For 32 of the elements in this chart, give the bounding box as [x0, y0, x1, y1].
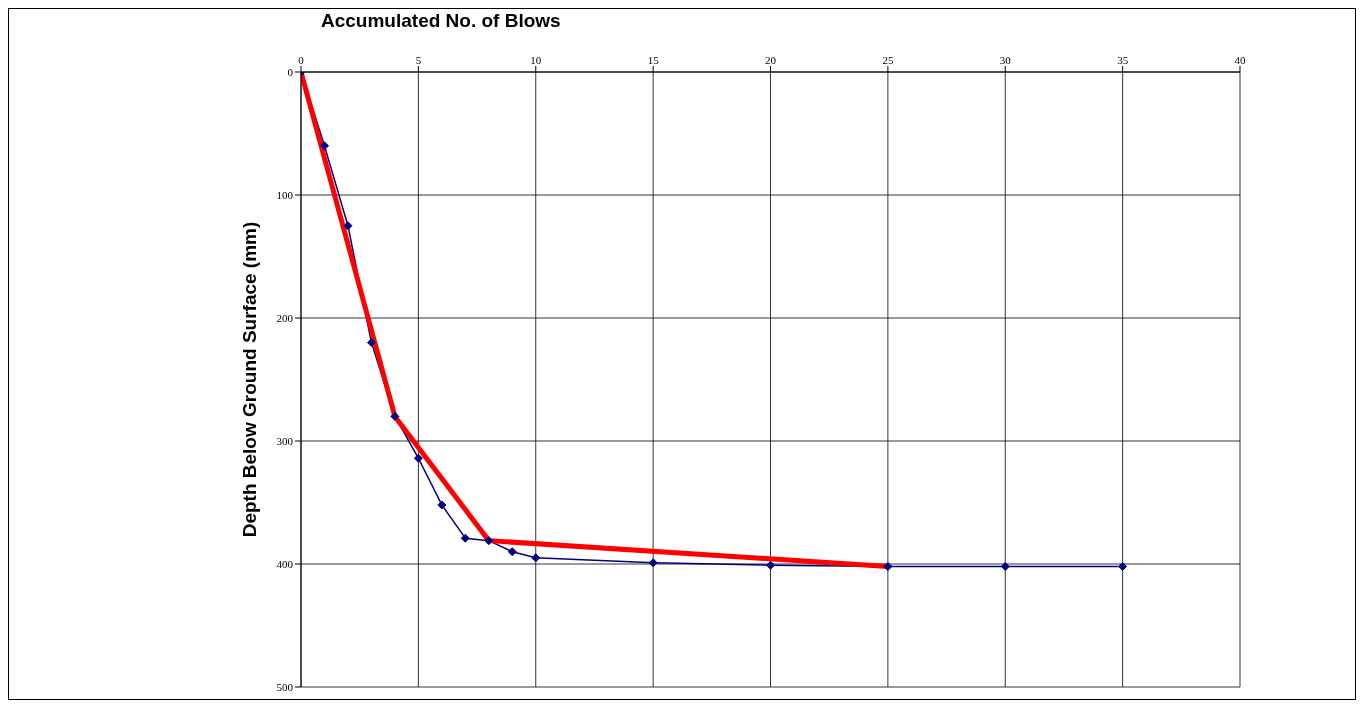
- point: [531, 553, 541, 563]
- point: [437, 500, 447, 510]
- point: [460, 533, 470, 543]
- point: [343, 221, 353, 231]
- point: [390, 411, 400, 421]
- point: [366, 338, 376, 348]
- x-tick-label: 20: [765, 54, 777, 66]
- y-tick-label: 200: [276, 311, 294, 324]
- y-tick-label: 300: [276, 434, 294, 447]
- y-axis-title: Depth Below Ground Surface (mm): [238, 221, 260, 538]
- point: [1118, 561, 1128, 571]
- point: [507, 547, 517, 557]
- x-tick-label: 25: [882, 54, 894, 66]
- x-tick-label: 5: [415, 54, 422, 66]
- y-tick-label: 0: [287, 65, 294, 78]
- x-tick-label: 15: [647, 54, 660, 66]
- y-tick-label: 500: [276, 680, 294, 693]
- x-tick-label: 40: [1234, 54, 1246, 66]
- point: [484, 536, 494, 546]
- x-tick-label: 0: [298, 54, 305, 66]
- x-tick-label: 35: [1117, 54, 1129, 66]
- x-axis-title: Accumulated No. of Blows: [321, 10, 561, 32]
- point: [648, 558, 658, 568]
- y-tick-label: 100: [276, 188, 294, 201]
- point: [319, 141, 329, 151]
- point: [1000, 561, 1010, 571]
- x-tick-label: 10: [530, 54, 542, 66]
- point: [883, 561, 893, 571]
- point: [766, 560, 775, 570]
- point: [413, 453, 423, 463]
- x-tick-label: 30: [999, 54, 1012, 66]
- y-tick-label: 400: [276, 557, 294, 570]
